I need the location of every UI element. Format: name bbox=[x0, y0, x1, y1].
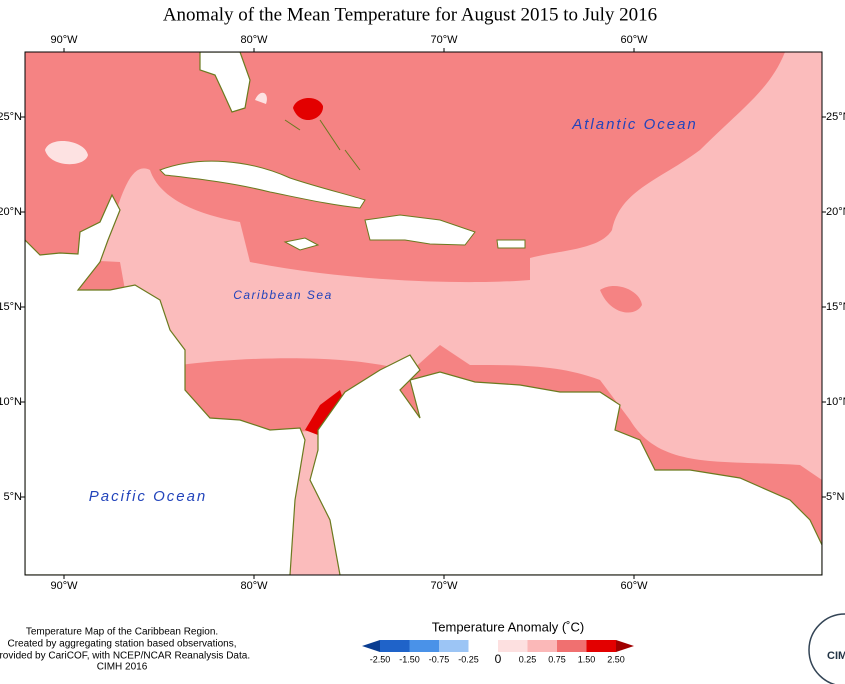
anomaly-mid bbox=[25, 52, 785, 295]
lon-label: 80°W bbox=[240, 580, 268, 592]
land-puerto-rico bbox=[496, 239, 526, 249]
map-body bbox=[25, 52, 822, 575]
lat-label: 25°N bbox=[0, 111, 22, 123]
land-hispaniola bbox=[364, 214, 476, 246]
footer-line: CIMH 2016 bbox=[97, 662, 148, 673]
lat-label: 15°N bbox=[826, 301, 845, 313]
land-bahamas bbox=[284, 119, 361, 171]
legend-label: -1.50 bbox=[399, 654, 420, 664]
anomaly-pale bbox=[45, 92, 267, 165]
legend-label: 0.75 bbox=[548, 654, 566, 664]
legend: -2.50 -1.50 -0.75 -0.25 0 0.25 0.75 1.50 2.50 bbox=[362, 640, 634, 666]
land-florida bbox=[199, 52, 251, 113]
legend-swatch bbox=[557, 640, 587, 652]
place-label: Pacific Ocean bbox=[89, 488, 208, 505]
footer: Temperature Map of the Caribbean Region.… bbox=[0, 627, 250, 673]
legend-swatch bbox=[380, 640, 410, 652]
legend-swatch bbox=[616, 640, 634, 652]
lon-label: 90°W bbox=[50, 34, 78, 46]
lat-label: 10°N bbox=[0, 396, 22, 408]
legend-label: -0.25 bbox=[458, 654, 479, 664]
map-title: Anomaly of the Mean Temperature for Augu… bbox=[163, 4, 657, 25]
legend-swatch bbox=[409, 640, 439, 652]
lat-label: 15°N bbox=[0, 301, 22, 313]
lat-label: 20°N bbox=[826, 206, 845, 218]
legend-swatch bbox=[527, 640, 557, 652]
lat-label: 20°N bbox=[0, 206, 22, 218]
lat-label: 5°N bbox=[4, 491, 23, 503]
legend-swatch bbox=[362, 640, 380, 652]
logo bbox=[808, 613, 845, 684]
lon-label: 70°W bbox=[430, 580, 458, 592]
logo-text: CIMH bbox=[827, 650, 845, 662]
legend-label: -0.75 bbox=[429, 654, 450, 664]
footer-line: provided by CariCOF, with NCEP/NCAR Rean… bbox=[0, 651, 250, 662]
lon-label: 80°W bbox=[240, 34, 268, 46]
legend-swatch bbox=[586, 640, 616, 652]
legend-title: Temperature Anomaly (˚C) bbox=[432, 619, 584, 634]
legend-label: 0 bbox=[495, 652, 502, 666]
lat-label: 5°N bbox=[826, 491, 845, 503]
legend-label: -2.50 bbox=[370, 654, 391, 664]
lat-label: 25°N bbox=[826, 111, 845, 123]
footer-line: Created by aggregating station based obs… bbox=[7, 639, 236, 650]
legend-label: 2.50 bbox=[607, 654, 625, 664]
land-south-america bbox=[309, 354, 822, 575]
legend-swatch bbox=[498, 640, 528, 652]
lon-label: 60°W bbox=[620, 580, 648, 592]
place-label: Caribbean Sea bbox=[233, 288, 333, 302]
map-frame bbox=[24, 51, 823, 576]
lon-label: 90°W bbox=[50, 580, 78, 592]
legend-swatch bbox=[468, 640, 498, 652]
land-central-america bbox=[25, 193, 306, 575]
legend-label: 0.25 bbox=[519, 654, 537, 664]
land-cuba bbox=[159, 160, 366, 209]
lon-label: 60°W bbox=[620, 34, 648, 46]
legend-label: 1.50 bbox=[578, 654, 596, 664]
place-label: Atlantic Ocean bbox=[571, 116, 698, 133]
graticule-labels: 90°W 90°W 80°W 80°W 70°W 70°W 60°W 60°W 25°N 25°N… bbox=[0, 34, 845, 592]
lon-label: 70°W bbox=[430, 34, 458, 46]
legend-swatch bbox=[439, 640, 469, 652]
footer-line: Temperature Map of the Caribbean Region. bbox=[26, 627, 218, 638]
lat-label: 10°N bbox=[826, 396, 845, 408]
land-jamaica bbox=[283, 237, 320, 251]
